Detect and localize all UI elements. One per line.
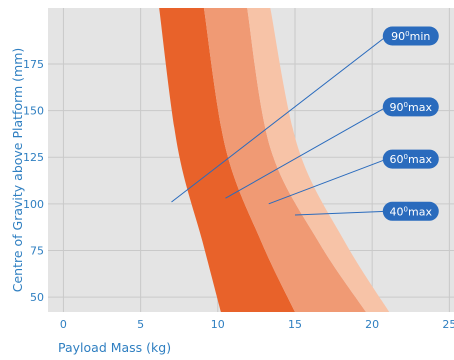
callout-degree: 0 bbox=[405, 30, 409, 38]
x-tick-label: 25 bbox=[442, 318, 454, 331]
callout-leader-line bbox=[268, 158, 387, 205]
callout-pill bbox=[382, 26, 439, 46]
callout-suffix: max bbox=[408, 101, 432, 114]
callout-pill bbox=[382, 149, 439, 169]
callout-angle: 40 bbox=[390, 205, 404, 218]
callout-label: 900max bbox=[390, 101, 433, 114]
y-tick-label: 75 bbox=[30, 244, 44, 257]
y-tick-label: 175 bbox=[23, 58, 44, 71]
x-axis-ticks: 0 5 10 15 20 25 bbox=[60, 318, 454, 331]
y-axis-ticks: 50 75 100 125 150 175 bbox=[23, 58, 44, 304]
callout-suffix: max bbox=[408, 205, 432, 218]
callout-angle: 90 bbox=[391, 30, 405, 43]
x-tick-label: 15 bbox=[288, 318, 302, 331]
callout-degree: 0 bbox=[404, 101, 408, 109]
callout-pill bbox=[382, 97, 439, 117]
y-tick-label: 125 bbox=[23, 151, 44, 164]
x-tick-label: 10 bbox=[211, 318, 225, 331]
callout-leader-line bbox=[171, 35, 388, 203]
callout-suffix: min bbox=[410, 30, 431, 43]
callout-leader-line bbox=[294, 210, 387, 216]
callout-label: 600max bbox=[390, 153, 433, 166]
x-tick-label: 0 bbox=[60, 318, 67, 331]
callout-degree: 0 bbox=[404, 153, 408, 161]
callout-degree: 0 bbox=[404, 205, 408, 213]
band-2 bbox=[203, 8, 367, 312]
y-tick-label: 100 bbox=[23, 198, 44, 211]
callout-angle: 60 bbox=[390, 153, 404, 166]
y-tick-label: 50 bbox=[30, 291, 44, 304]
callout-pill bbox=[382, 201, 439, 221]
x-tick-label: 20 bbox=[365, 318, 379, 331]
callout-angle: 90 bbox=[390, 101, 404, 114]
x-axis-label: Payload Mass (kg) bbox=[58, 340, 171, 355]
y-tick-label: 150 bbox=[23, 105, 44, 118]
callout-label: 400max bbox=[390, 205, 433, 218]
band-3 bbox=[247, 8, 390, 312]
band-1 bbox=[159, 8, 295, 312]
y-axis-label: Centre of Gravity above Platform (mm) bbox=[10, 48, 25, 293]
callout-leader-line bbox=[225, 106, 388, 199]
envelope-bands bbox=[159, 8, 390, 312]
x-tick-label: 5 bbox=[137, 318, 144, 331]
callout-suffix: max bbox=[408, 153, 432, 166]
callout-label: 900min bbox=[391, 30, 430, 43]
